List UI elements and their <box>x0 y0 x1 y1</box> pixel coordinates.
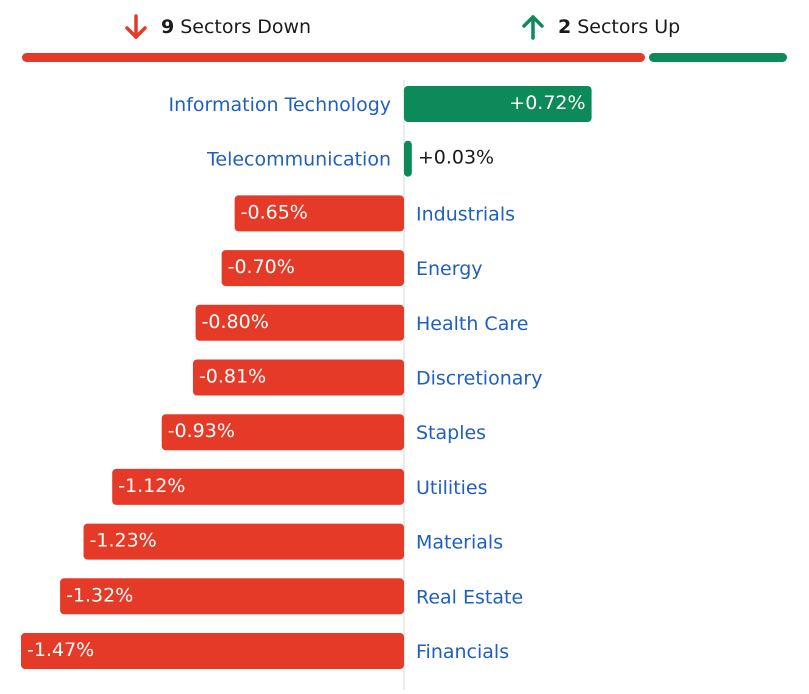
value-label: -0.93% <box>168 420 235 442</box>
sectors-up-label: Sectors Up <box>577 16 681 38</box>
bar <box>195 304 404 341</box>
value-label: -1.12% <box>118 475 185 497</box>
bar <box>404 140 412 177</box>
sectors-down-label: Sectors Down <box>180 16 312 38</box>
sectors-down-count: 9 <box>161 16 175 38</box>
bar <box>404 86 592 122</box>
value-label: -1.23% <box>90 530 157 552</box>
sectors-up-summary: 2 Sectors Up <box>520 12 680 42</box>
value-label: -0.65% <box>241 201 308 223</box>
sector-label: Discretionary <box>416 368 542 390</box>
sector-label: Energy <box>416 258 483 280</box>
bar <box>221 250 404 287</box>
sectors-up-proportion-bar <box>648 53 787 62</box>
sector-label: Utilities <box>416 477 488 499</box>
sector-label: Financials <box>416 641 509 663</box>
value-label: -0.80% <box>202 311 269 333</box>
value-label: +0.72% <box>509 92 585 114</box>
sector-label: Telecommunication <box>206 149 391 171</box>
sector-label: Industrials <box>416 203 515 225</box>
bar <box>161 414 404 451</box>
bar <box>60 578 404 615</box>
value-label: +0.03% <box>418 147 494 169</box>
sector-label: Health Care <box>416 313 528 335</box>
bar <box>21 633 404 669</box>
value-label: -0.81% <box>199 366 266 388</box>
sector-label: Staples <box>416 422 486 444</box>
arrow-up-icon <box>522 15 544 40</box>
sector-label: Information Technology <box>169 94 391 116</box>
bar <box>112 468 404 505</box>
value-label: -0.70% <box>228 256 295 278</box>
sectors-down-proportion-bar <box>22 53 645 62</box>
bar <box>83 523 404 560</box>
sector-label: Materials <box>416 532 503 554</box>
sectors-up-count: 2 <box>558 16 572 38</box>
value-label: -1.47% <box>27 639 94 661</box>
bar <box>192 359 404 396</box>
bar <box>234 195 404 232</box>
sectors-down-summary: 9 Sectors Down <box>123 12 311 42</box>
sector-label: Real Estate <box>416 586 523 608</box>
arrow-down-icon <box>125 14 147 39</box>
value-label: -1.32% <box>66 584 133 606</box>
